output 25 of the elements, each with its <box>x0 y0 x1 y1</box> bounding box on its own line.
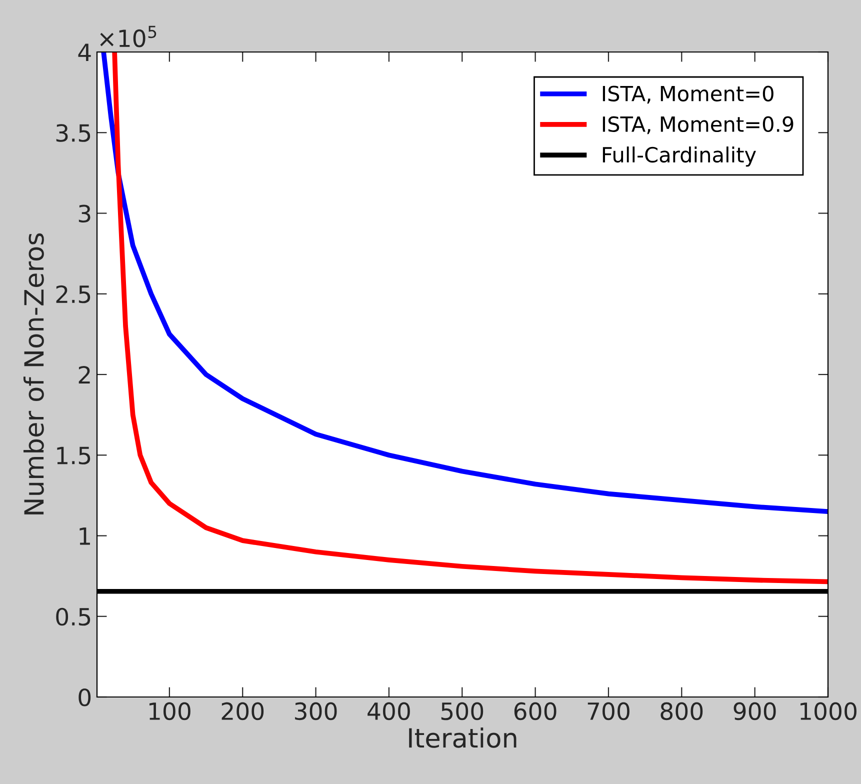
x-tick-label: 100 <box>150 702 190 720</box>
y-tick-label: 1 <box>80 528 90 545</box>
legend-label: Full-Cardinality <box>602 146 756 167</box>
legend-label: ISTA, Moment=0.9 <box>602 116 794 134</box>
x-axis-title: Iteration <box>409 727 516 748</box>
y-tick-label: 2.5 <box>56 285 90 304</box>
x-tick-label: 500 <box>441 702 484 720</box>
x-tick-label: 800 <box>660 702 703 720</box>
text: ×10$^{5}$ <box>100 26 156 48</box>
x-tick-label: 200 <box>222 702 264 720</box>
y-axis-title: Number of Non-Zeros <box>23 233 44 514</box>
y-tick-label: 4 <box>78 44 91 61</box>
x-tick-label: 600 <box>514 702 556 720</box>
y-tick-label: 3 <box>78 204 90 223</box>
legend-label: ISTA, Moment=0 <box>602 86 774 104</box>
x-tick-label: 400 <box>368 702 410 720</box>
x-tick-label: 300 <box>295 702 337 720</box>
y-tick-label: 0.5 <box>56 608 90 626</box>
y-tick-label: 2 <box>78 366 90 384</box>
y-tick-label: 0 <box>78 688 91 706</box>
y-tick-label: 1.5 <box>57 446 90 464</box>
x-tick-label: 700 <box>588 702 630 720</box>
x-tick-label: 900 <box>734 702 776 720</box>
x-tick-label: 1000 <box>800 702 856 720</box>
y-tick-label: 3.5 <box>56 124 90 142</box>
